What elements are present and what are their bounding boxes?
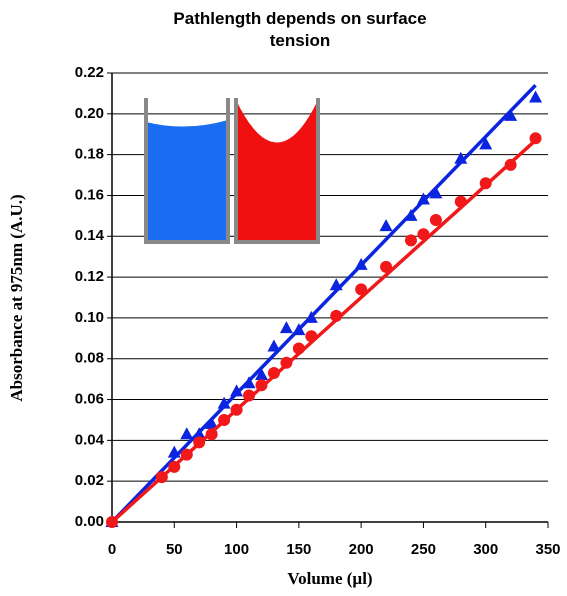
x-axis-title: Volume (µl) xyxy=(287,569,372,588)
x-tick-label: 250 xyxy=(411,541,436,558)
point xyxy=(479,137,493,150)
point xyxy=(106,516,118,528)
point xyxy=(354,257,368,270)
point xyxy=(230,403,243,416)
x-tick-label: 150 xyxy=(286,541,311,558)
point xyxy=(168,460,181,473)
point xyxy=(167,445,181,458)
y-tick-label: 0.06 xyxy=(75,391,104,408)
point xyxy=(504,158,517,171)
inset-illustration xyxy=(144,98,320,244)
y-tick-label: 0.04 xyxy=(75,431,105,448)
point xyxy=(280,356,293,369)
point xyxy=(380,260,393,273)
x-tick-label: 100 xyxy=(224,541,249,558)
y-tick-label: 0.14 xyxy=(75,227,105,244)
beaker xyxy=(144,98,230,244)
y-tick-label: 0.00 xyxy=(75,513,104,530)
point xyxy=(479,177,492,190)
point xyxy=(205,428,218,441)
x-tick-label: 200 xyxy=(349,541,374,558)
point xyxy=(193,436,206,449)
point xyxy=(504,108,518,121)
point xyxy=(180,448,193,461)
point xyxy=(330,309,343,322)
point xyxy=(217,396,231,409)
red-liquid xyxy=(236,100,318,242)
point xyxy=(230,384,244,397)
point xyxy=(192,427,206,440)
x-tick-label: 300 xyxy=(473,541,498,558)
blue-liquid xyxy=(146,120,228,242)
point xyxy=(304,310,318,323)
y-tick-label: 0.08 xyxy=(75,350,104,367)
beaker xyxy=(234,98,320,244)
point xyxy=(292,323,306,336)
point xyxy=(267,367,280,380)
y-tick-label: 0.22 xyxy=(75,64,104,81)
point xyxy=(454,151,468,164)
point xyxy=(355,283,368,296)
point xyxy=(417,228,430,241)
y-axis-title: Absorbance at 975nm (A.U.) xyxy=(7,194,26,401)
point xyxy=(404,208,418,221)
y-tick-label: 0.12 xyxy=(75,268,104,285)
y-tick-label: 0.16 xyxy=(75,186,104,203)
point xyxy=(205,417,219,430)
trend-line xyxy=(110,84,537,524)
point xyxy=(254,368,268,381)
point xyxy=(155,471,168,484)
point xyxy=(404,234,417,247)
point xyxy=(279,321,293,334)
point xyxy=(243,389,256,402)
point xyxy=(429,213,442,226)
point xyxy=(305,330,318,343)
point xyxy=(180,427,194,440)
point xyxy=(529,90,543,103)
x-tick-label: 350 xyxy=(535,541,560,558)
point xyxy=(255,379,268,392)
y-tick-label: 0.20 xyxy=(75,105,104,122)
x-tick-label: 0 xyxy=(108,541,116,558)
point xyxy=(529,132,542,145)
point xyxy=(329,278,343,291)
point xyxy=(379,219,393,232)
y-tick-label: 0.02 xyxy=(75,472,104,489)
point xyxy=(429,186,443,199)
point xyxy=(454,195,467,208)
point xyxy=(218,413,231,426)
point xyxy=(267,339,281,352)
point xyxy=(292,342,305,355)
x-tick-label: 50 xyxy=(166,541,183,558)
chart-title: Pathlength depends on surface tension xyxy=(160,8,440,52)
y-tick-label: 0.10 xyxy=(75,309,104,326)
point xyxy=(416,192,430,205)
y-tick-label: 0.18 xyxy=(75,146,104,163)
point xyxy=(242,376,256,389)
